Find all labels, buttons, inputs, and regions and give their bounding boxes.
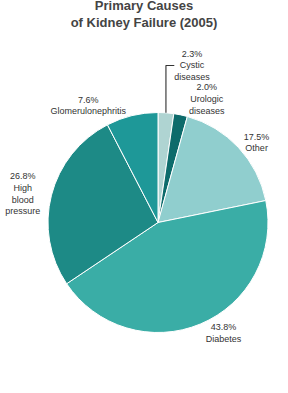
svg-text:7.6%Glomerulonephritis: 7.6%Glomerulonephritis (51, 95, 127, 117)
svg-text:2.3%Cysticdiseases: 2.3%Cysticdiseases (174, 49, 210, 82)
svg-text:43.8%Diabetes: 43.8%Diabetes (206, 322, 242, 344)
svg-text:26.8%Highbloodpressure: 26.8%Highbloodpressure (5, 171, 40, 216)
svg-text:17.5%Other: 17.5%Other (244, 132, 270, 154)
svg-text:Primary Causesof Kidney Failur: Primary Causesof Kidney Failure (2005) (71, 0, 218, 30)
svg-text:2.0%Urologicdiseases: 2.0%Urologicdiseases (189, 82, 225, 115)
